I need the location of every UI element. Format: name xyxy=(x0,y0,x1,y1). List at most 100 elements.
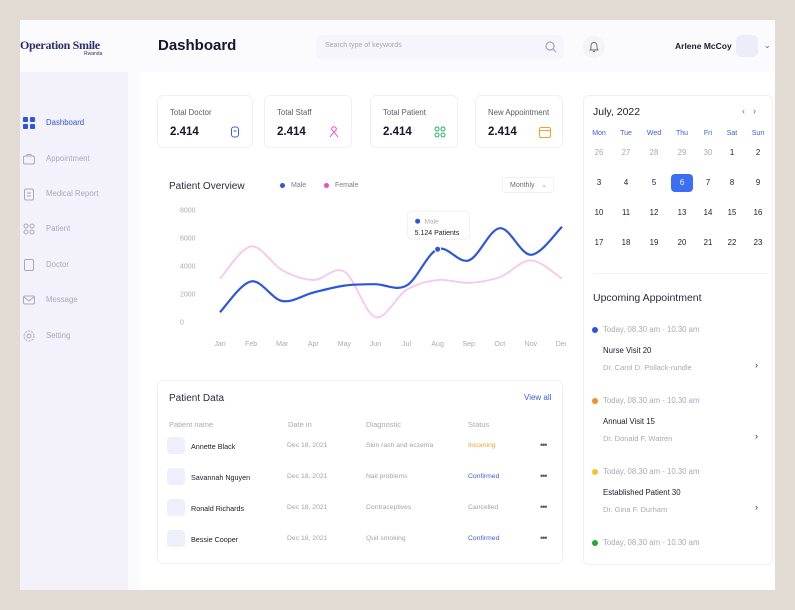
calendar-day[interactable]: 21 xyxy=(703,238,713,247)
calendar-day[interactable]: 6 xyxy=(671,174,693,192)
series-line-female[interactable] xyxy=(219,245,563,319)
search-icon[interactable] xyxy=(544,40,558,54)
calendar-day[interactable]: 27 xyxy=(621,148,631,157)
user-name[interactable]: Arlene McCoy xyxy=(675,41,732,51)
chevron-right-icon[interactable]: › xyxy=(755,431,758,441)
calendar-day[interactable]: 5 xyxy=(651,178,657,187)
sidebar-item-appointment[interactable]: Appointment xyxy=(20,148,128,170)
search-placeholder: Search type of keywords xyxy=(325,42,402,49)
calendar-weekday: Mon xyxy=(592,130,606,137)
patient-name[interactable]: Bessie Cooper xyxy=(191,535,239,544)
gear-icon xyxy=(23,330,35,342)
sidebar-item-doctor[interactable]: Doctor xyxy=(20,254,128,276)
calendar-day[interactable]: 14 xyxy=(703,208,713,217)
calendar-day[interactable]: 13 xyxy=(677,208,687,217)
patient-avatar xyxy=(167,530,185,547)
patient-diagnostic: Quit smoking xyxy=(366,535,406,542)
x-tick-label: May xyxy=(338,341,352,348)
calendar-day[interactable]: 7 xyxy=(705,178,711,187)
calendar-day[interactable]: 10 xyxy=(594,208,604,217)
patient-date: Dec 18, 2021 xyxy=(287,504,328,511)
legend-female[interactable]: Female xyxy=(324,182,358,189)
calendar-day[interactable]: 2 xyxy=(755,148,761,157)
calendar-day[interactable]: 15 xyxy=(727,208,737,217)
logo[interactable]: Operation Smile xyxy=(20,38,100,52)
top-bar: Operation Smile Rwanda Dashboard Search … xyxy=(20,20,775,72)
right-panel xyxy=(583,95,773,565)
chevron-right-icon[interactable]: › xyxy=(755,502,758,512)
calendar-day[interactable]: 11 xyxy=(621,208,631,217)
sidebar-item-label: Message xyxy=(46,295,78,304)
patient-name[interactable]: Savannah Nguyen xyxy=(191,473,251,482)
calendar-day[interactable]: 28 xyxy=(649,148,659,157)
legend-dot xyxy=(280,182,285,188)
patient-status: Cancelled xyxy=(468,504,499,511)
stat-label: Total Patient xyxy=(383,108,426,117)
more-options-icon[interactable]: ••• xyxy=(540,533,548,543)
more-options-icon[interactable]: ••• xyxy=(540,471,548,481)
series-line-male[interactable] xyxy=(219,225,563,313)
calendar-day[interactable]: 8 xyxy=(729,178,735,187)
calendar-nav[interactable]: ‹› xyxy=(742,106,764,116)
calendar-day[interactable]: 19 xyxy=(649,238,659,247)
tooltip-dot xyxy=(415,218,421,224)
stat-card-new-appointment[interactable]: New Appointment 2.414 xyxy=(475,95,563,148)
more-options-icon[interactable]: ••• xyxy=(540,440,548,450)
appointment-name[interactable]: Nurse Visit 20 xyxy=(603,346,652,355)
calendar-day[interactable]: 1 xyxy=(729,148,735,157)
sidebar-item-medical-report[interactable]: Medical Report xyxy=(20,183,128,205)
calendar-day[interactable]: 20 xyxy=(677,238,687,247)
stat-value: 2.414 xyxy=(170,126,199,138)
stat-card-total-patient[interactable]: Total Patient 2.414 xyxy=(370,95,458,148)
search-input[interactable]: Search type of keywords xyxy=(316,35,564,59)
avatar[interactable] xyxy=(736,35,758,57)
notification-button[interactable] xyxy=(583,36,605,58)
column-header: Date in xyxy=(288,420,312,429)
appointment-time: Today, 08.30 am - 10.30 am xyxy=(603,538,700,547)
stat-card-total-doctor[interactable]: Total Doctor 2.414 xyxy=(157,95,253,148)
chevron-down-icon[interactable]: ⌄ xyxy=(764,41,771,50)
chart-tooltip xyxy=(407,210,471,240)
view-all-link[interactable]: View all xyxy=(524,393,552,402)
patient-data-title: Patient Data xyxy=(169,393,225,404)
chevron-right-icon[interactable]: › xyxy=(755,360,758,370)
x-tick-label: Jun xyxy=(370,341,381,348)
period-select[interactable]: Monthly ⌄ xyxy=(502,177,554,193)
legend-dot xyxy=(324,182,329,188)
calendar-day[interactable]: 12 xyxy=(649,208,659,217)
appointment-time: Today, 08.30 am - 10.30 am xyxy=(603,325,700,334)
more-options-icon[interactable]: ••• xyxy=(540,502,548,512)
calendar-day[interactable]: 9 xyxy=(755,178,761,187)
appointment-name[interactable]: Annual Visit 15 xyxy=(603,417,655,426)
x-tick-label: Mar xyxy=(276,341,289,348)
calendar-day[interactable]: 29 xyxy=(677,148,687,157)
x-tick-label: Sep xyxy=(462,341,475,348)
chevron-right-icon[interactable]: › xyxy=(753,106,764,116)
patient-data-card xyxy=(157,380,563,564)
sidebar-item-patient[interactable]: Patient xyxy=(20,218,128,240)
legend-male[interactable]: Male xyxy=(280,182,306,189)
calendar-day[interactable]: 16 xyxy=(753,208,763,217)
appointment-name[interactable]: Established Patient 30 xyxy=(603,488,681,497)
calendar-day[interactable]: 26 xyxy=(594,148,604,157)
patient-name[interactable]: Ronald Richards xyxy=(191,504,245,513)
calendar-day[interactable]: 3 xyxy=(596,178,602,187)
calendar-day[interactable]: 23 xyxy=(753,238,763,247)
calendar-day[interactable]: 30 xyxy=(703,148,713,157)
sidebar-item-dashboard[interactable]: Dashboard xyxy=(20,112,128,134)
appointment-doctor: Dr. Carol D. Pollack-rundle xyxy=(603,363,692,372)
chevron-down-icon: ⌄ xyxy=(541,182,547,189)
clipboard-icon xyxy=(24,188,34,201)
stat-card-total-staff[interactable]: Total Staff 2.414 xyxy=(264,95,352,148)
patient-name[interactable]: Annette Black xyxy=(191,442,236,451)
highlight-point[interactable] xyxy=(434,245,442,253)
chevron-left-icon[interactable]: ‹ xyxy=(742,106,753,116)
sidebar-item-setting[interactable]: Setting xyxy=(20,325,128,347)
calendar-weekday: Sat xyxy=(726,130,738,137)
calendar-day[interactable]: 22 xyxy=(727,238,737,247)
calendar-day[interactable]: 18 xyxy=(621,238,631,247)
sidebar-item-message[interactable]: Message xyxy=(20,289,128,311)
calendar-day[interactable]: 4 xyxy=(623,178,629,187)
legend-label: Male xyxy=(291,182,307,189)
calendar-day[interactable]: 17 xyxy=(594,238,604,247)
